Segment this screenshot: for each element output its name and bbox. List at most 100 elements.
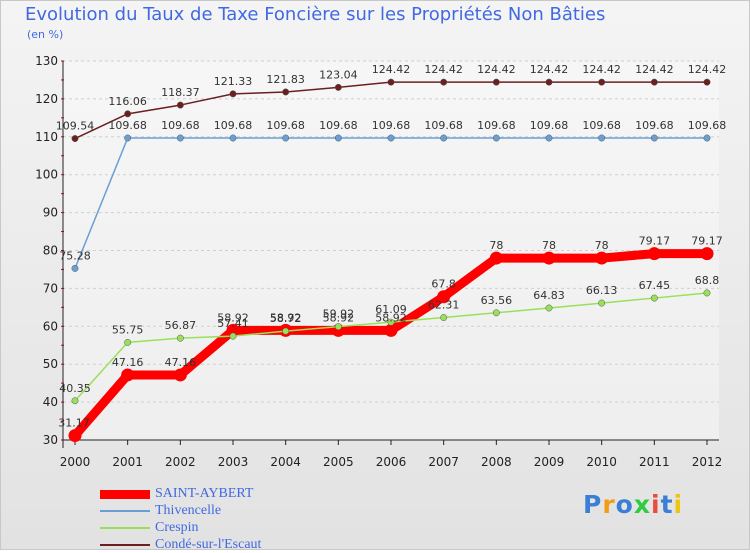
- data-label: 58.72: [270, 312, 302, 325]
- data-label: 109.68: [477, 119, 516, 132]
- data-label: 64.83: [533, 289, 565, 302]
- data-label: 47.16: [165, 356, 197, 369]
- data-point: [440, 78, 448, 86]
- data-point: [387, 78, 395, 86]
- data-point: [226, 323, 240, 337]
- data-label: 124.42: [477, 63, 516, 76]
- x-tick-label: 2011: [639, 455, 670, 469]
- data-point: [650, 134, 658, 142]
- x-tick-label: 2008: [481, 455, 512, 469]
- data-label: 124.42: [582, 63, 621, 76]
- y-tick-label: 30: [43, 433, 58, 447]
- data-label: 58.92: [323, 311, 355, 324]
- data-point: [598, 299, 606, 307]
- x-tick-label: 2003: [218, 455, 249, 469]
- data-label: 124.42: [635, 63, 674, 76]
- data-label: 58.92: [270, 311, 302, 324]
- legend-label: Thivencelle: [155, 503, 222, 518]
- data-label: 78: [542, 239, 556, 252]
- data-label: 124.42: [424, 63, 463, 76]
- data-point: [124, 338, 132, 346]
- y-tick-label: 130: [35, 54, 58, 68]
- data-point: [647, 247, 661, 261]
- x-tick-label: 2007: [428, 455, 459, 469]
- data-point: [68, 429, 82, 443]
- data-point: [545, 304, 553, 312]
- data-point: [71, 397, 79, 405]
- x-tick-label: 2004: [270, 455, 301, 469]
- y-tick-label: 40: [43, 395, 58, 409]
- data-point: [282, 134, 290, 142]
- data-point: [492, 134, 500, 142]
- data-label: 57.41: [217, 317, 249, 330]
- legend-swatch-crespin: [100, 526, 150, 529]
- y-tick-label: 70: [43, 281, 58, 295]
- y-tick-label: 120: [35, 92, 58, 106]
- x-tick-label: 2005: [323, 455, 354, 469]
- data-label: 55.75: [112, 323, 144, 336]
- y-tick-label: 80: [43, 244, 58, 258]
- data-point: [334, 83, 342, 91]
- data-label: 109.68: [108, 119, 147, 132]
- proxiti-logo: Proxiti: [583, 490, 683, 519]
- y-tick-label: 60: [43, 319, 58, 333]
- data-label: 58.92: [375, 311, 407, 324]
- x-tick-label: 2009: [534, 455, 565, 469]
- data-point: [176, 101, 184, 109]
- logo-letter: t: [660, 490, 674, 519]
- data-point: [492, 78, 500, 86]
- data-point: [650, 78, 658, 86]
- data-point: [176, 334, 184, 342]
- chart-title: Evolution du Taux de Taxe Foncière sur l…: [25, 4, 606, 25]
- x-tick-label: 2006: [376, 455, 407, 469]
- data-label: 109.68: [161, 119, 200, 132]
- data-label: 31.17: [58, 417, 90, 430]
- data-label: 78: [595, 239, 609, 252]
- data-label: 68.8: [695, 274, 720, 287]
- logo-letter: x: [633, 490, 651, 519]
- legend-swatch-saint-aybert: [100, 489, 150, 499]
- data-label: 79.17: [639, 235, 671, 248]
- logo-letter: P: [583, 490, 603, 519]
- data-point: [437, 290, 451, 304]
- data-label: 47.16: [112, 356, 144, 369]
- y-tick-label: 110: [35, 130, 58, 144]
- x-tick-label: 2012: [692, 455, 723, 469]
- x-tick-label: 2002: [165, 455, 196, 469]
- data-label: 124.42: [688, 63, 727, 76]
- data-label: 109.54: [56, 120, 95, 133]
- data-label: 75.28: [59, 249, 91, 262]
- chart-subtitle: (en %): [27, 28, 64, 41]
- data-point: [121, 368, 135, 382]
- logo-letter: i: [673, 490, 684, 519]
- data-label: 58.92: [217, 311, 249, 324]
- data-label: 116.06: [108, 95, 147, 108]
- data-label: 109.68: [530, 119, 569, 132]
- data-point: [545, 78, 553, 86]
- data-point: [387, 134, 395, 142]
- data-label: 59.92: [323, 308, 355, 321]
- data-point: [71, 135, 79, 142]
- x-tick-label: 2000: [60, 455, 91, 469]
- data-point: [703, 289, 711, 297]
- legend-swatch-conde: [100, 543, 150, 546]
- data-label: 118.37: [161, 86, 200, 99]
- data-point: [492, 309, 500, 317]
- legend-swatch-thivencelle: [100, 509, 150, 512]
- data-point: [334, 323, 342, 331]
- data-point: [703, 134, 711, 142]
- data-label: 62.31: [428, 299, 460, 312]
- data-point: [440, 314, 448, 321]
- data-point: [71, 264, 79, 272]
- logo-letter: r: [602, 490, 616, 519]
- data-label: 109.68: [424, 119, 463, 132]
- data-label: 66.13: [586, 284, 618, 297]
- y-tick-label: 90: [43, 206, 58, 220]
- data-label: 124.42: [530, 63, 569, 76]
- legend-label: Condé-sur-l'Escaut: [155, 537, 262, 552]
- data-point: [598, 134, 606, 142]
- data-point: [282, 327, 290, 335]
- data-label: 40.35: [59, 382, 91, 395]
- data-point: [595, 251, 609, 265]
